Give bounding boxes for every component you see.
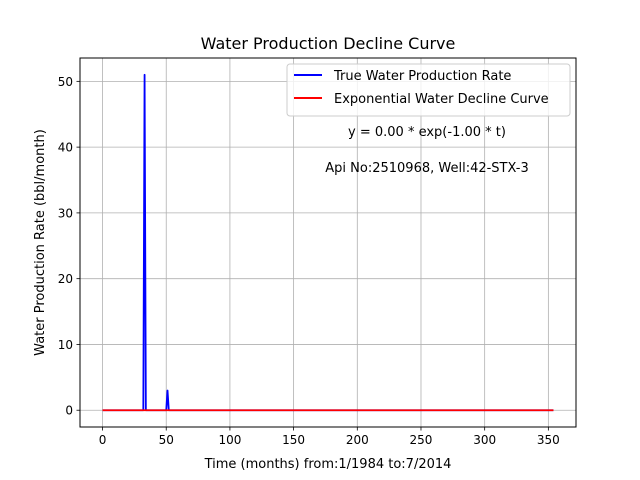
y-tick-label: 50 [58, 75, 73, 89]
axes-frame [79, 57, 577, 428]
x-tick-label: 50 [159, 433, 174, 447]
x-tick-label: 150 [282, 433, 305, 447]
well-annotation: Api No:2510968, Well:42-STX-3 [325, 161, 528, 176]
x-tick-label: 200 [346, 433, 369, 447]
legend-box [286, 63, 571, 117]
legend-label-exponential: Exponential Water Decline Curve [334, 92, 549, 107]
chart-title: Water Production Decline Curve [201, 34, 456, 53]
plot-series [102, 73, 554, 412]
equation-annotation: y = 0.00 * exp(-1.00 * t) [348, 125, 506, 140]
y-tick-label: 0 [65, 404, 73, 418]
legend-label-true-water: True Water Production Rate [333, 69, 511, 84]
y-tick-label: 40 [58, 141, 73, 155]
x-tick-label: 250 [410, 433, 433, 447]
y-tick-label: 20 [58, 272, 73, 286]
y-tick-label: 10 [58, 338, 73, 352]
x-tick-label: 350 [537, 433, 560, 447]
x-axis-label: Time (months) from:1/1984 to:7/2014 [204, 457, 452, 472]
legend: True Water Production Rate Exponential W… [286, 63, 571, 117]
x-tick-label: 100 [218, 433, 241, 447]
x-tick-label: 0 [99, 433, 107, 447]
y-axis-label: Water Production Rate (bbl/month) [33, 129, 48, 356]
x-tick-label: 300 [473, 433, 496, 447]
axis-ticks: 0 50 100 150 200 250 300 350 0 10 20 30 40 50 [58, 75, 560, 447]
y-tick-label: 30 [58, 206, 73, 220]
